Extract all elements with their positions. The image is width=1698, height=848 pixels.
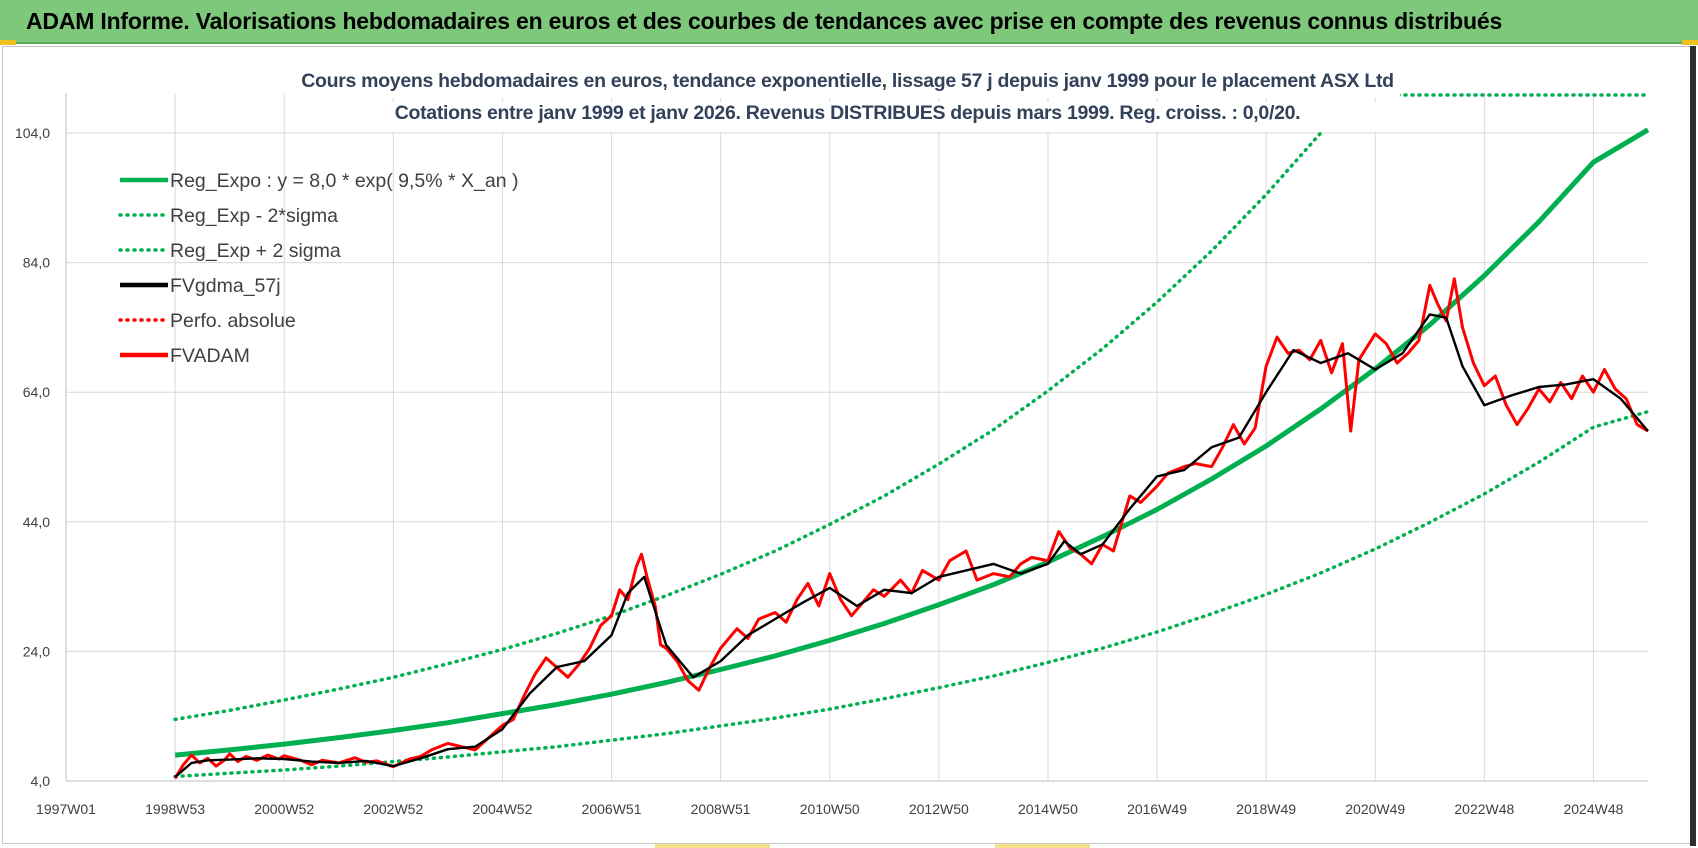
y-tick-label: 24,0	[23, 643, 50, 659]
series-line-fvadam	[173, 277, 1649, 780]
bottom-tab-left	[655, 844, 770, 848]
x-tick-label: 2000W52	[254, 801, 314, 817]
series-layer	[173, 93, 1650, 780]
grid	[65, 93, 1648, 781]
x-tick-label: 2018W49	[1236, 801, 1296, 817]
bottom-tab-right	[995, 844, 1090, 848]
window-edge	[1690, 46, 1696, 846]
x-tick-label: 2006W51	[582, 801, 642, 817]
y-tick-label: 104,0	[15, 125, 50, 141]
legend-label: Perfo. absolue	[170, 310, 296, 332]
y-tick-label: 84,0	[23, 255, 50, 271]
tick-labels: 4,0 24,0 44,0 64,0 84,0 104,0 1997W01 1998W53 20…	[15, 125, 1624, 817]
x-tick-label: 2002W52	[363, 801, 423, 817]
legend: Reg_Expo : y = 8,0 * exp( 9,5% * X_an ) R…	[118, 170, 519, 367]
legend-label: FVgdma_57j	[170, 275, 281, 297]
x-tick-label: 2014W50	[1018, 801, 1078, 817]
legend-label: Reg_Exp - 2*sigma	[170, 205, 338, 227]
y-tick-label: 4,0	[31, 773, 51, 789]
banner-title: ADAM Informe. Valorisations hebdomadaire…	[26, 8, 1503, 34]
x-tick-label: 2020W49	[1345, 801, 1405, 817]
axes	[65, 93, 1648, 782]
series-line-upper	[173, 131, 1323, 722]
x-tick-label: 2016W49	[1127, 801, 1187, 817]
banner-corner-left	[0, 40, 16, 45]
banner-corner-right	[1682, 40, 1698, 45]
legend-label: FVADAM	[170, 345, 250, 367]
x-tick-label: 1998W53	[145, 801, 205, 817]
series-line-fvgdma	[174, 313, 1649, 779]
legend-label: Reg_Exp + 2 sigma	[170, 240, 341, 262]
x-tick-label: 1997W01	[36, 801, 96, 817]
x-tick-label: 2010W50	[800, 801, 860, 817]
chart-subtitle: Cotations entre janv 1999 et janv 2026. …	[295, 102, 1400, 132]
x-tick-label: 2004W52	[472, 801, 532, 817]
y-tick-label: 44,0	[23, 514, 50, 530]
x-tick-label: 2024W48	[1563, 801, 1623, 817]
x-tick-label: 2008W51	[691, 801, 751, 817]
series-line-reg	[174, 127, 1650, 758]
x-tick-label: 2012W50	[909, 801, 969, 817]
y-tick-label: 64,0	[23, 384, 50, 400]
legend-label: Reg_Expo : y = 8,0 * exp( 9,5% * X_an )	[170, 170, 519, 192]
banner: ADAM Informe. Valorisations hebdomadaire…	[0, 0, 1698, 44]
x-tick-label: 2022W48	[1454, 801, 1514, 817]
chart-title: Cours moyens hebdomadaires en euros, ten…	[295, 70, 1400, 98]
